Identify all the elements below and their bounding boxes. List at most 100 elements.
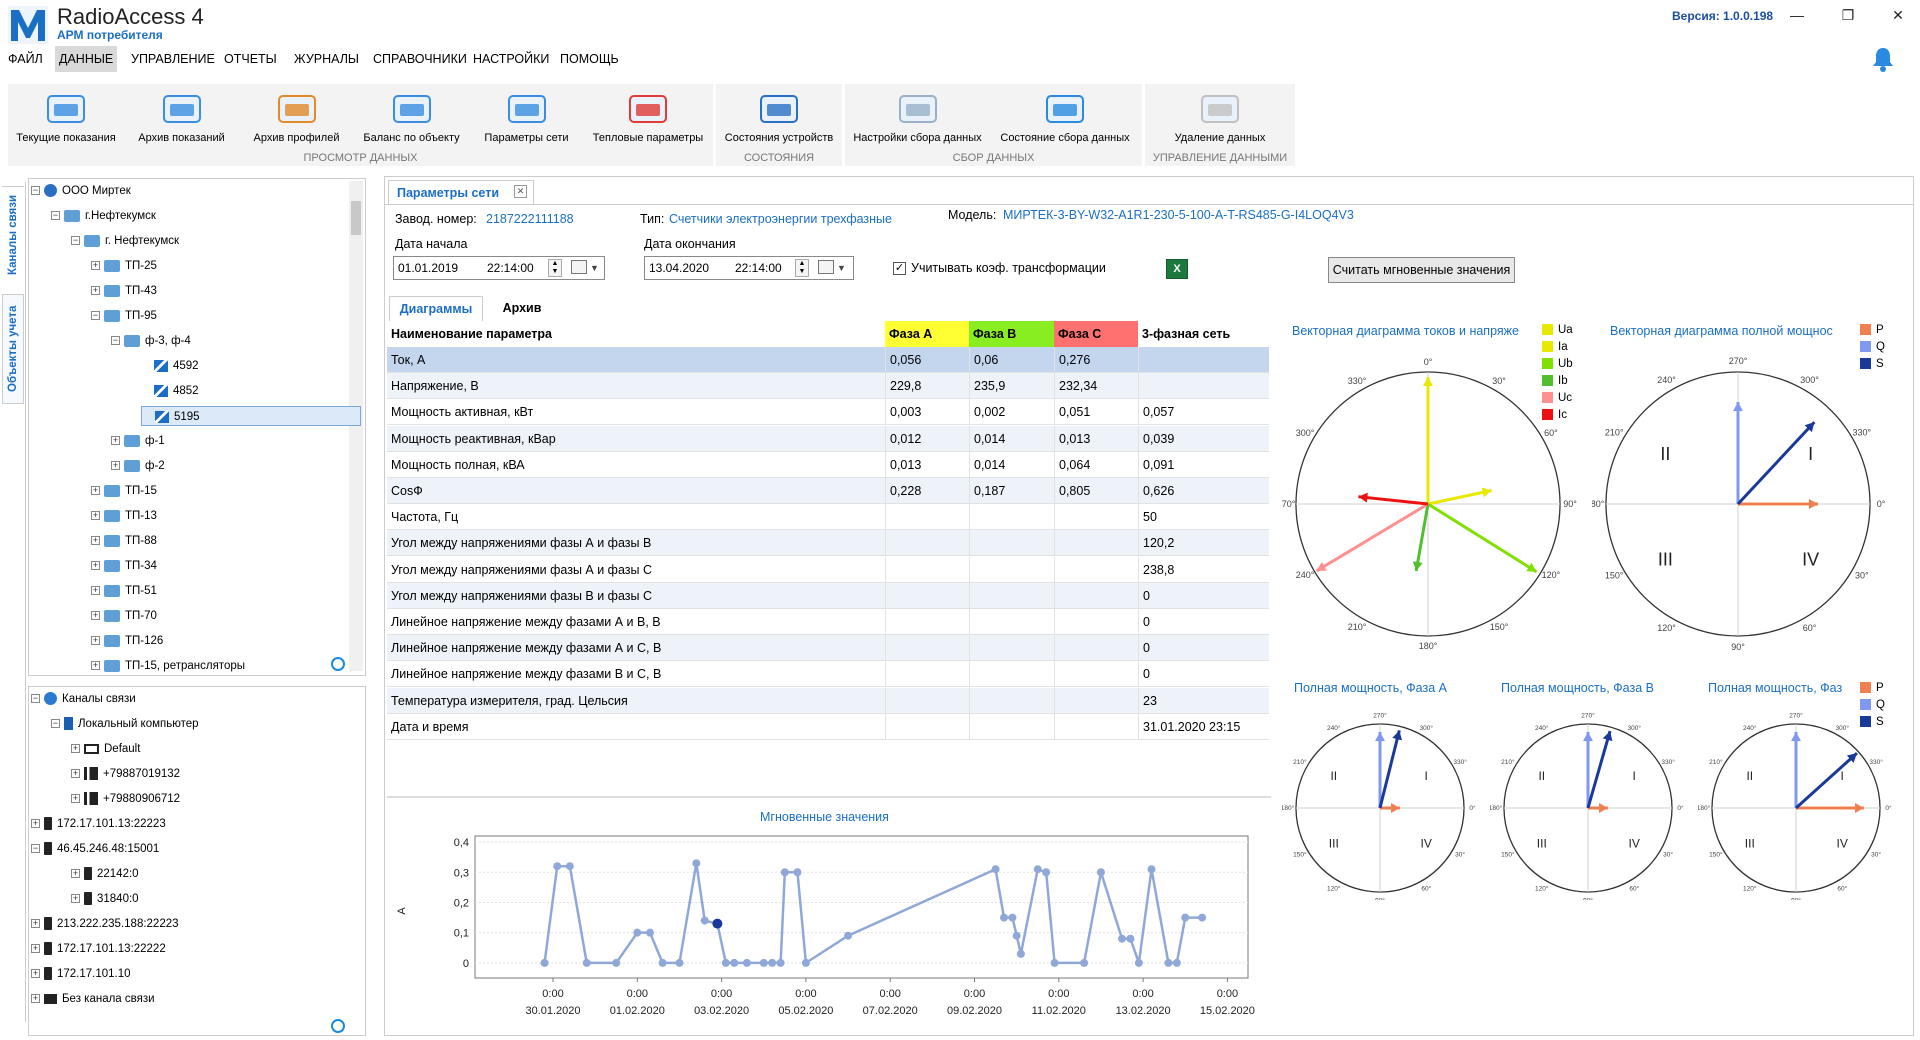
objects-tree-scrollbar[interactable] [349, 181, 363, 671]
expand-icon[interactable]: + [91, 635, 100, 646]
objects-tree-node[interactable]: 4592 [141, 356, 199, 376]
ribbon-button-8[interactable]: Настройки сбора данных [845, 90, 990, 150]
objects-tree-node[interactable]: − ООО Миртек [31, 181, 131, 201]
tab-channels[interactable]: Каналы связи [2, 186, 24, 282]
menu-3[interactable]: УПРАВЛЕНИЕ [131, 52, 215, 66]
end-dropdown-icon[interactable]: ▼ [837, 263, 846, 273]
table-row[interactable]: Мощность полная, кВА 0,013 0,014 0,064 0,091 [387, 451, 1269, 478]
ribbon-button-2[interactable]: Архив показаний [124, 90, 239, 150]
table-row[interactable]: Дата и время 31.01.2020 23:15 [387, 713, 1269, 740]
read-instant-button[interactable]: Считать мгновенные значения [1328, 257, 1515, 283]
ribbon-button-4[interactable]: Баланс по объекту [354, 90, 469, 150]
channels-tree-node[interactable]: + +79887019132 [71, 764, 180, 784]
objects-tree-node[interactable]: + ТП-70 [91, 606, 157, 626]
menu-7[interactable]: НАСТРОЙКИ [473, 52, 550, 66]
objects-tree-node[interactable]: + ТП-13 [91, 506, 157, 526]
table-row[interactable]: Ток, А 0,056 0,06 0,276 [387, 347, 1269, 373]
channels-tree-node[interactable]: + +79880906712 [71, 789, 180, 809]
tab-objects[interactable]: Объекты учета [2, 294, 24, 404]
collapse-icon[interactable]: − [31, 693, 40, 704]
collapse-icon[interactable]: − [31, 185, 40, 196]
expand-icon[interactable]: + [31, 918, 40, 929]
ribbon-button-7[interactable]: Состояния устройств [716, 90, 842, 150]
expand-icon[interactable]: + [31, 943, 40, 954]
expand-icon[interactable]: + [71, 743, 80, 754]
objects-tree-node[interactable]: 5195 [141, 406, 361, 426]
expand-icon[interactable]: + [71, 893, 80, 904]
objects-tree-node[interactable]: 4852 [141, 381, 199, 401]
table-row[interactable]: Линейное напряжение между фазами В и С, … [387, 661, 1269, 688]
objects-tree-node[interactable]: − ТП-95 [91, 306, 157, 326]
expand-icon[interactable]: + [91, 485, 100, 496]
channels-tree-node[interactable]: +213.222.235.188:22223 [31, 914, 179, 934]
subtab-diagrams[interactable]: Диаграммы [389, 296, 483, 321]
menu-1[interactable]: ФАЙЛ [8, 52, 43, 66]
objects-tree-node[interactable]: + ф-1 [111, 431, 165, 451]
ribbon-button-3[interactable]: Архив профилей [239, 90, 354, 150]
expand-icon[interactable]: + [91, 285, 100, 296]
objects-tree-node[interactable]: + ТП-51 [91, 581, 157, 601]
channels-tree-node[interactable]: + Без канала связи [31, 989, 155, 1009]
table-row[interactable]: Частота, Гц 50 [387, 504, 1269, 531]
start-calendar-icon[interactable] [571, 260, 587, 274]
collapse-icon[interactable]: − [71, 235, 80, 246]
ribbon-button-1[interactable]: Текущие показания [8, 90, 124, 150]
collapse-icon[interactable]: − [91, 310, 100, 321]
table-row[interactable]: Линейное напряжение между фазами А и В, … [387, 609, 1269, 635]
subtab-archive[interactable]: Архив [502, 301, 542, 315]
objects-tree-node[interactable]: + ф-2 [111, 456, 165, 476]
collapse-icon[interactable]: − [51, 210, 60, 221]
expand-icon[interactable]: + [31, 818, 40, 829]
channels-tree-node[interactable]: +172.17.101.10 [31, 964, 131, 984]
search-icon[interactable] [331, 657, 345, 671]
table-row[interactable]: Мощность реактивная, кВар 0,012 0,014 0,013… [387, 425, 1269, 452]
menu-2[interactable]: ДАННЫЕ [55, 46, 118, 72]
close-button[interactable]: ✕ [1892, 7, 1904, 23]
end-datetime-input[interactable]: 13.04.2020 22:14:00 ▲ ▼ ▼ [644, 256, 854, 280]
channels-tree-node[interactable]: − Каналы связи [31, 689, 136, 709]
collapse-icon[interactable]: − [51, 718, 60, 729]
table-row[interactable]: Угол между напряжениями фазы А и фазы В 1… [387, 530, 1269, 557]
expand-icon[interactable]: + [71, 768, 80, 779]
channels-tree-node[interactable]: − Локальный компьютер [51, 714, 199, 734]
objects-tree-node[interactable]: − г.Нефтекумск [51, 206, 156, 226]
objects-tree-node[interactable]: + ТП-34 [91, 556, 157, 576]
restore-button[interactable]: ❐ [1841, 7, 1855, 23]
doc-tab-network-params[interactable]: Параметры сети ✕ [388, 180, 534, 204]
expand-icon[interactable]: + [111, 460, 120, 471]
objects-tree-node[interactable]: + ТП-15 [91, 481, 157, 501]
objects-tree-node[interactable]: + ТП-25 [91, 256, 157, 276]
channels-tree-node[interactable]: +172.17.101.13:22223 [31, 814, 166, 834]
menu-4[interactable]: ОТЧЕТЫ [224, 52, 277, 66]
channels-tree-node[interactable]: + Default [71, 739, 140, 759]
search-icon[interactable] [331, 1019, 345, 1033]
expand-icon[interactable]: + [71, 868, 80, 879]
ribbon-button-6[interactable]: Тепловые параметры [584, 90, 712, 150]
close-tab-icon[interactable]: ✕ [514, 185, 527, 198]
menu-6[interactable]: СПРАВОЧНИКИ [373, 52, 467, 66]
expand-icon[interactable]: + [71, 793, 80, 804]
start-time-spinner[interactable]: ▲ ▼ [548, 259, 562, 277]
table-row[interactable]: Температура измерителя, град. Цельсия 23 [387, 687, 1269, 714]
expand-icon[interactable]: + [91, 535, 100, 546]
collapse-icon[interactable]: − [111, 335, 120, 346]
table-row[interactable]: Угол между напряжениями фазы А и фазы С 2… [387, 556, 1269, 583]
transform-checkbox[interactable]: ✓ [893, 262, 906, 275]
expand-icon[interactable]: + [91, 510, 100, 521]
minimize-button[interactable]: — [1790, 7, 1804, 23]
table-row[interactable]: Напряжение, В 229,8 235,9 232,34 [387, 373, 1269, 400]
objects-tree-node[interactable]: + ТП-15, ретрансляторы [91, 656, 245, 675]
ribbon-button-10[interactable]: Удаление данных [1145, 90, 1295, 150]
end-calendar-icon[interactable] [818, 260, 834, 274]
channels-tree-node[interactable]: +22142:0 [71, 864, 139, 884]
scrollbar-thumb[interactable] [351, 201, 361, 235]
expand-icon[interactable]: + [91, 660, 100, 671]
expand-icon[interactable]: + [91, 260, 100, 271]
collapse-icon[interactable]: − [31, 843, 40, 854]
objects-tree-node[interactable]: − г. Нефтекумск [71, 231, 179, 251]
channels-tree-node[interactable]: − 46.45.246.48:15001 [31, 839, 159, 859]
ribbon-button-9[interactable]: Состояние сбора данных [990, 90, 1140, 150]
objects-tree-node[interactable]: + ТП-126 [91, 631, 163, 651]
objects-tree-node[interactable]: + ТП-43 [91, 281, 157, 301]
menu-8[interactable]: ПОМОЩЬ [560, 52, 619, 66]
